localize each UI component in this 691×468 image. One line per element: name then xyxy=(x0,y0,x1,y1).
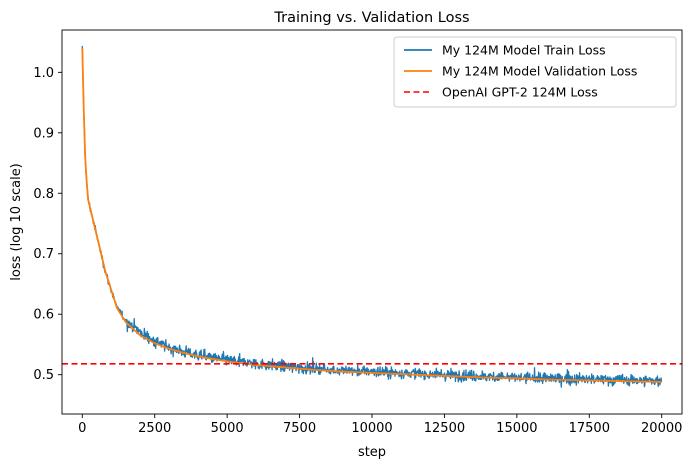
x-tick-label: 17500 xyxy=(569,421,610,436)
y-tick-label: 1.0 xyxy=(33,66,54,81)
legend-label: OpenAI GPT-2 124M Loss xyxy=(442,85,598,100)
train-loss-line xyxy=(81,45,663,388)
legend-label: My 124M Model Train Loss xyxy=(442,43,606,58)
y-tick-label: 0.8 xyxy=(33,187,54,202)
legend-label: My 124M Model Validation Loss xyxy=(442,64,637,79)
x-axis: 0 2500 5000 7500 10000 12500 15000 17500 20000 xyxy=(78,414,682,436)
chart-title: Training vs. Validation Loss xyxy=(273,10,469,26)
x-tick-label: 7500 xyxy=(283,421,316,436)
y-tick-label: 0.6 xyxy=(33,308,54,323)
x-tick-label: 10000 xyxy=(351,421,392,436)
legend-box xyxy=(393,36,677,108)
legend: My 124M Model Train Loss My 124M Model Va… xyxy=(393,36,677,108)
x-tick-label: 15000 xyxy=(496,421,537,436)
y-axis: 0.5 0.6 0.7 0.8 0.9 1.0 xyxy=(33,66,62,383)
x-tick-label: 2500 xyxy=(138,421,171,436)
x-tick-label: 5000 xyxy=(211,421,244,436)
y-tick-label: 0.7 xyxy=(33,247,54,262)
y-axis-label: loss (log 10 scale) xyxy=(9,163,24,281)
series-layer xyxy=(62,45,682,388)
x-tick-label: 0 xyxy=(78,421,86,436)
validation-loss-line xyxy=(81,48,662,383)
y-tick-label: 0.5 xyxy=(33,368,54,383)
x-tick-label: 12500 xyxy=(424,421,465,436)
x-tick-label: 20000 xyxy=(641,421,682,436)
y-tick-label: 0.9 xyxy=(33,126,54,141)
x-axis-label: step xyxy=(358,445,386,460)
